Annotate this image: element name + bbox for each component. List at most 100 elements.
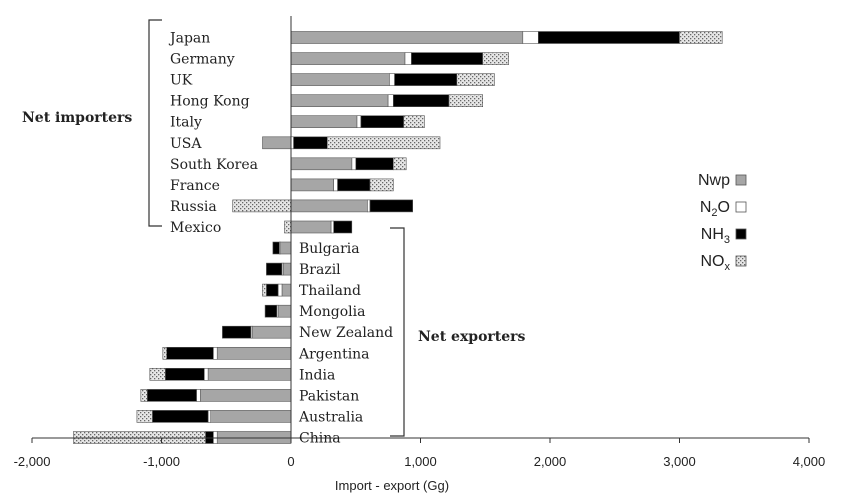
bar-uk-n2o bbox=[389, 73, 395, 86]
bar-germany-nwp bbox=[290, 52, 406, 65]
bar-uk-nwp bbox=[290, 73, 390, 86]
bar-russia-nh3 bbox=[369, 199, 414, 213]
category-label: India bbox=[299, 367, 335, 383]
bar-hong-kong-nwp bbox=[290, 94, 389, 107]
category-label: Mongolia bbox=[299, 304, 365, 320]
category-label: Thailand bbox=[299, 283, 361, 299]
category-label: Pakistan bbox=[299, 388, 359, 404]
category-label: South Korea bbox=[170, 157, 258, 173]
bracket-net-exporters bbox=[390, 227, 405, 437]
legend-label: NH3 bbox=[701, 226, 730, 246]
bar-germany-n2o bbox=[404, 52, 412, 65]
bar-mexico-nwp bbox=[290, 220, 332, 234]
bar-russia-nwp bbox=[290, 199, 368, 213]
bar-russia-nox bbox=[232, 199, 292, 213]
bar-russia-n2o bbox=[367, 199, 371, 213]
bar-bulgaria-nh3 bbox=[272, 241, 280, 255]
bar-bulgaria-nwp bbox=[280, 241, 292, 255]
bar-mexico-nh3 bbox=[333, 220, 353, 234]
bar-new-zealand-nh3 bbox=[222, 325, 252, 339]
x-tick-label: 0 bbox=[287, 454, 294, 469]
legend-label: N2O bbox=[700, 199, 730, 219]
category-label: France bbox=[170, 178, 220, 194]
bar-australia-nwp bbox=[210, 410, 292, 423]
bar-pakistan-nwp bbox=[200, 389, 292, 402]
bar-pakistan-n2o bbox=[196, 389, 201, 402]
x-tick-label: 4,000 bbox=[793, 454, 826, 469]
legend-swatch bbox=[735, 174, 747, 186]
category-label: China bbox=[299, 431, 341, 447]
category-label: Australia bbox=[298, 409, 363, 425]
legend: Nwp N2O NH3 NOx bbox=[698, 172, 747, 273]
bar-italy-nwp bbox=[290, 115, 358, 128]
bar-india-n2o bbox=[203, 367, 209, 381]
x-tick-label: 2,000 bbox=[534, 454, 567, 469]
bar-south-korea-nox bbox=[392, 157, 407, 171]
bar-germany-nox bbox=[482, 52, 509, 65]
category-label: Argentina bbox=[298, 346, 370, 362]
bar-new-zealand-nwp bbox=[251, 325, 292, 339]
bar-pakistan-nh3 bbox=[147, 389, 197, 402]
bar-india-nox bbox=[149, 367, 166, 381]
bar-france-n2o bbox=[333, 178, 338, 192]
bar-italy-nh3 bbox=[360, 115, 404, 128]
legend-swatch bbox=[735, 255, 747, 267]
category-label: Mexico bbox=[170, 220, 221, 236]
category-label: USA bbox=[170, 136, 202, 152]
bar-india-nwp bbox=[207, 367, 292, 381]
bar-brazil-nh3 bbox=[266, 262, 283, 276]
bar-thailand-nh3 bbox=[266, 283, 279, 297]
bar-mexico-n2o bbox=[330, 220, 335, 234]
bar-italy-nox bbox=[403, 115, 425, 128]
bar-argentina-n2o bbox=[213, 346, 218, 360]
bar-argentina-nox bbox=[162, 346, 168, 360]
bar-hong-kong-n2o bbox=[387, 94, 394, 107]
category-label: Italy bbox=[170, 115, 202, 131]
bar-uk-nox bbox=[456, 73, 495, 86]
category-label: Russia bbox=[170, 199, 217, 215]
bar-japan-nox bbox=[679, 31, 723, 44]
category-label: Hong Kong bbox=[170, 94, 250, 110]
bar-usa-nwp bbox=[262, 136, 292, 150]
bar-mongolia-nwp bbox=[277, 304, 292, 318]
bar-mongolia-nh3 bbox=[264, 304, 278, 318]
bar-thailand-n2o bbox=[277, 283, 283, 297]
bar-japan-nwp bbox=[290, 31, 524, 44]
legend-label: NOx bbox=[701, 253, 731, 273]
bar-argentina-nh3 bbox=[166, 346, 214, 360]
bar-australia-nox bbox=[136, 410, 153, 423]
legend-label: Nwp bbox=[698, 172, 730, 189]
bracket-net-importers bbox=[148, 19, 162, 227]
bar-hong-kong-nox bbox=[448, 94, 484, 107]
bar-brazil-nwp bbox=[282, 262, 292, 276]
bar-thailand-nwp bbox=[281, 283, 292, 297]
legend-swatch bbox=[735, 201, 747, 213]
bar-thailand-nox bbox=[262, 283, 267, 297]
bar-italy-n2o bbox=[356, 115, 362, 128]
bar-japan-nh3 bbox=[537, 31, 680, 44]
labels-layer: Japan Germany UK Hong Kong Italy USA South Kor… bbox=[22, 31, 526, 447]
x-tick-label: -1,000 bbox=[143, 454, 180, 469]
bar-mexico-nox bbox=[284, 220, 292, 234]
category-label: Brazil bbox=[299, 262, 341, 278]
category-label: New Zealand bbox=[299, 325, 393, 341]
category-label: Bulgaria bbox=[299, 241, 360, 257]
legend-swatch bbox=[735, 228, 747, 240]
bar-south-korea-n2o bbox=[351, 157, 357, 171]
category-label: Japan bbox=[168, 31, 210, 47]
bar-france-nwp bbox=[290, 178, 335, 192]
bar-pakistan-nox bbox=[140, 389, 148, 402]
x-tick-label: -2,000 bbox=[14, 454, 51, 469]
bar-hong-kong-nh3 bbox=[392, 94, 450, 107]
bar-japan-n2o bbox=[522, 31, 539, 44]
bar-south-korea-nh3 bbox=[355, 157, 394, 171]
bar-australia-n2o bbox=[207, 410, 212, 423]
bar-france-nox bbox=[369, 178, 394, 192]
group-label-net-exporters: Net exporters bbox=[418, 329, 526, 345]
category-label: Germany bbox=[170, 52, 235, 68]
bar-usa-nh3 bbox=[293, 136, 328, 150]
axes-layer: -2,000 -1,000 0 1,000 2,000 3,000 4,000 bbox=[14, 16, 826, 469]
bar-germany-nh3 bbox=[411, 52, 483, 65]
category-label: UK bbox=[170, 73, 193, 89]
